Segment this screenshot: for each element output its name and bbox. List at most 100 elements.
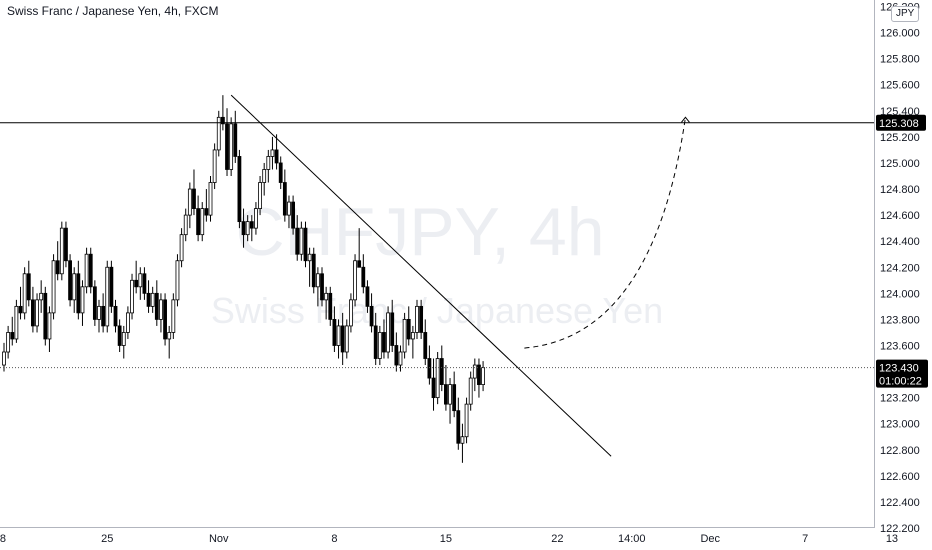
candle — [229, 117, 234, 176]
candle-body — [382, 332, 386, 353]
candle-body — [220, 116, 225, 125]
candle-body — [307, 253, 312, 262]
candle — [179, 228, 184, 268]
candle-body — [452, 384, 457, 412]
candle-body — [64, 227, 68, 262]
symbol-watermark: CHFJPY, 4h Swiss Franc / Japanese Yen — [211, 194, 663, 331]
candle-body — [233, 123, 238, 157]
x-tick-label: 14:00 — [618, 533, 646, 545]
candle-body — [150, 292, 155, 307]
candle-body — [357, 260, 362, 268]
candle — [481, 361, 485, 392]
candle-body — [415, 305, 419, 333]
y-tick-label: 124.000 — [880, 288, 920, 300]
candle — [72, 267, 77, 313]
y-tick-label: 124.600 — [880, 210, 920, 222]
candle-body — [353, 260, 357, 301]
candle — [406, 306, 411, 346]
y-tick-label: 123.000 — [880, 419, 920, 431]
candle — [130, 273, 134, 320]
candle-body — [92, 286, 97, 320]
candle-body — [361, 266, 366, 288]
candle — [39, 280, 44, 313]
x-tick-label: 8 — [331, 533, 337, 545]
candle-body — [134, 279, 139, 288]
candle — [439, 345, 444, 392]
candle — [419, 299, 424, 339]
candle-body — [76, 273, 81, 314]
candle — [448, 378, 452, 424]
x-tick-label: Dec — [700, 533, 720, 545]
candle — [398, 345, 403, 372]
candle-body — [171, 299, 176, 333]
candle-body — [245, 221, 250, 236]
candle — [477, 358, 481, 398]
candle-body — [130, 279, 134, 314]
candle-body — [59, 227, 64, 275]
candle — [431, 358, 436, 411]
candle-body — [419, 305, 424, 333]
candle-body — [439, 358, 444, 385]
currency-badge[interactable]: JPY — [891, 6, 920, 22]
candle — [270, 136, 275, 170]
candle — [382, 319, 386, 359]
candle-body — [315, 273, 320, 288]
candle — [340, 312, 345, 366]
candle-body — [394, 345, 399, 366]
candle-body — [460, 436, 465, 444]
candle-body — [328, 292, 333, 320]
candle-body — [258, 182, 262, 209]
candle-body — [287, 201, 291, 216]
candle-body — [154, 292, 159, 320]
candle — [295, 215, 300, 261]
candle-body — [26, 273, 31, 301]
candle-body — [18, 305, 23, 314]
candle — [315, 267, 320, 307]
candle — [105, 260, 110, 333]
resistance-badge-bg — [876, 114, 926, 131]
y-tick-label: 124.400 — [880, 236, 920, 248]
candle-body — [402, 319, 407, 353]
candle-body — [386, 312, 390, 353]
price-axis[interactable]: 122.200 122.400 122.600 122.800 123.000 123.2… — [880, 2, 920, 535]
candle — [311, 247, 316, 294]
candle-body — [282, 182, 287, 216]
chart-title: Swiss Franc / Japanese Yen, 4h, FXCM — [7, 4, 219, 18]
candle — [390, 299, 395, 352]
candle-body — [10, 332, 15, 340]
candle — [220, 95, 225, 131]
candle — [233, 110, 238, 163]
candle — [452, 371, 457, 418]
time-axis[interactable]: 18 25 Nov 8 15 22 14:00 Dec 7 13 — [0, 533, 898, 545]
candle-body — [208, 182, 213, 216]
resistance-price-badge: 125.308 — [876, 114, 926, 131]
candle — [134, 260, 139, 294]
candle — [55, 241, 60, 281]
y-tick-label: 126.000 — [880, 28, 920, 40]
y-tick-label: 125.600 — [880, 80, 920, 92]
candle — [187, 182, 192, 229]
candle-body — [105, 266, 110, 327]
candle — [415, 299, 419, 339]
candle-body — [204, 208, 209, 216]
candle-body — [390, 312, 395, 346]
candle-body — [113, 305, 118, 327]
y-tick-label: 122.800 — [880, 445, 920, 457]
candle — [369, 293, 374, 333]
candle — [10, 316, 15, 346]
candle-body — [212, 149, 217, 183]
candle — [299, 221, 304, 261]
y-tick-label: 122.400 — [880, 497, 920, 509]
drawing-overlays[interactable] — [0, 94, 874, 457]
candle-body — [167, 332, 172, 340]
candle-body — [183, 214, 188, 236]
candle-body — [196, 208, 201, 236]
candle-body — [101, 305, 106, 327]
candle — [208, 176, 213, 222]
candle-body — [262, 169, 267, 183]
candle — [51, 254, 56, 320]
candle — [109, 260, 114, 313]
